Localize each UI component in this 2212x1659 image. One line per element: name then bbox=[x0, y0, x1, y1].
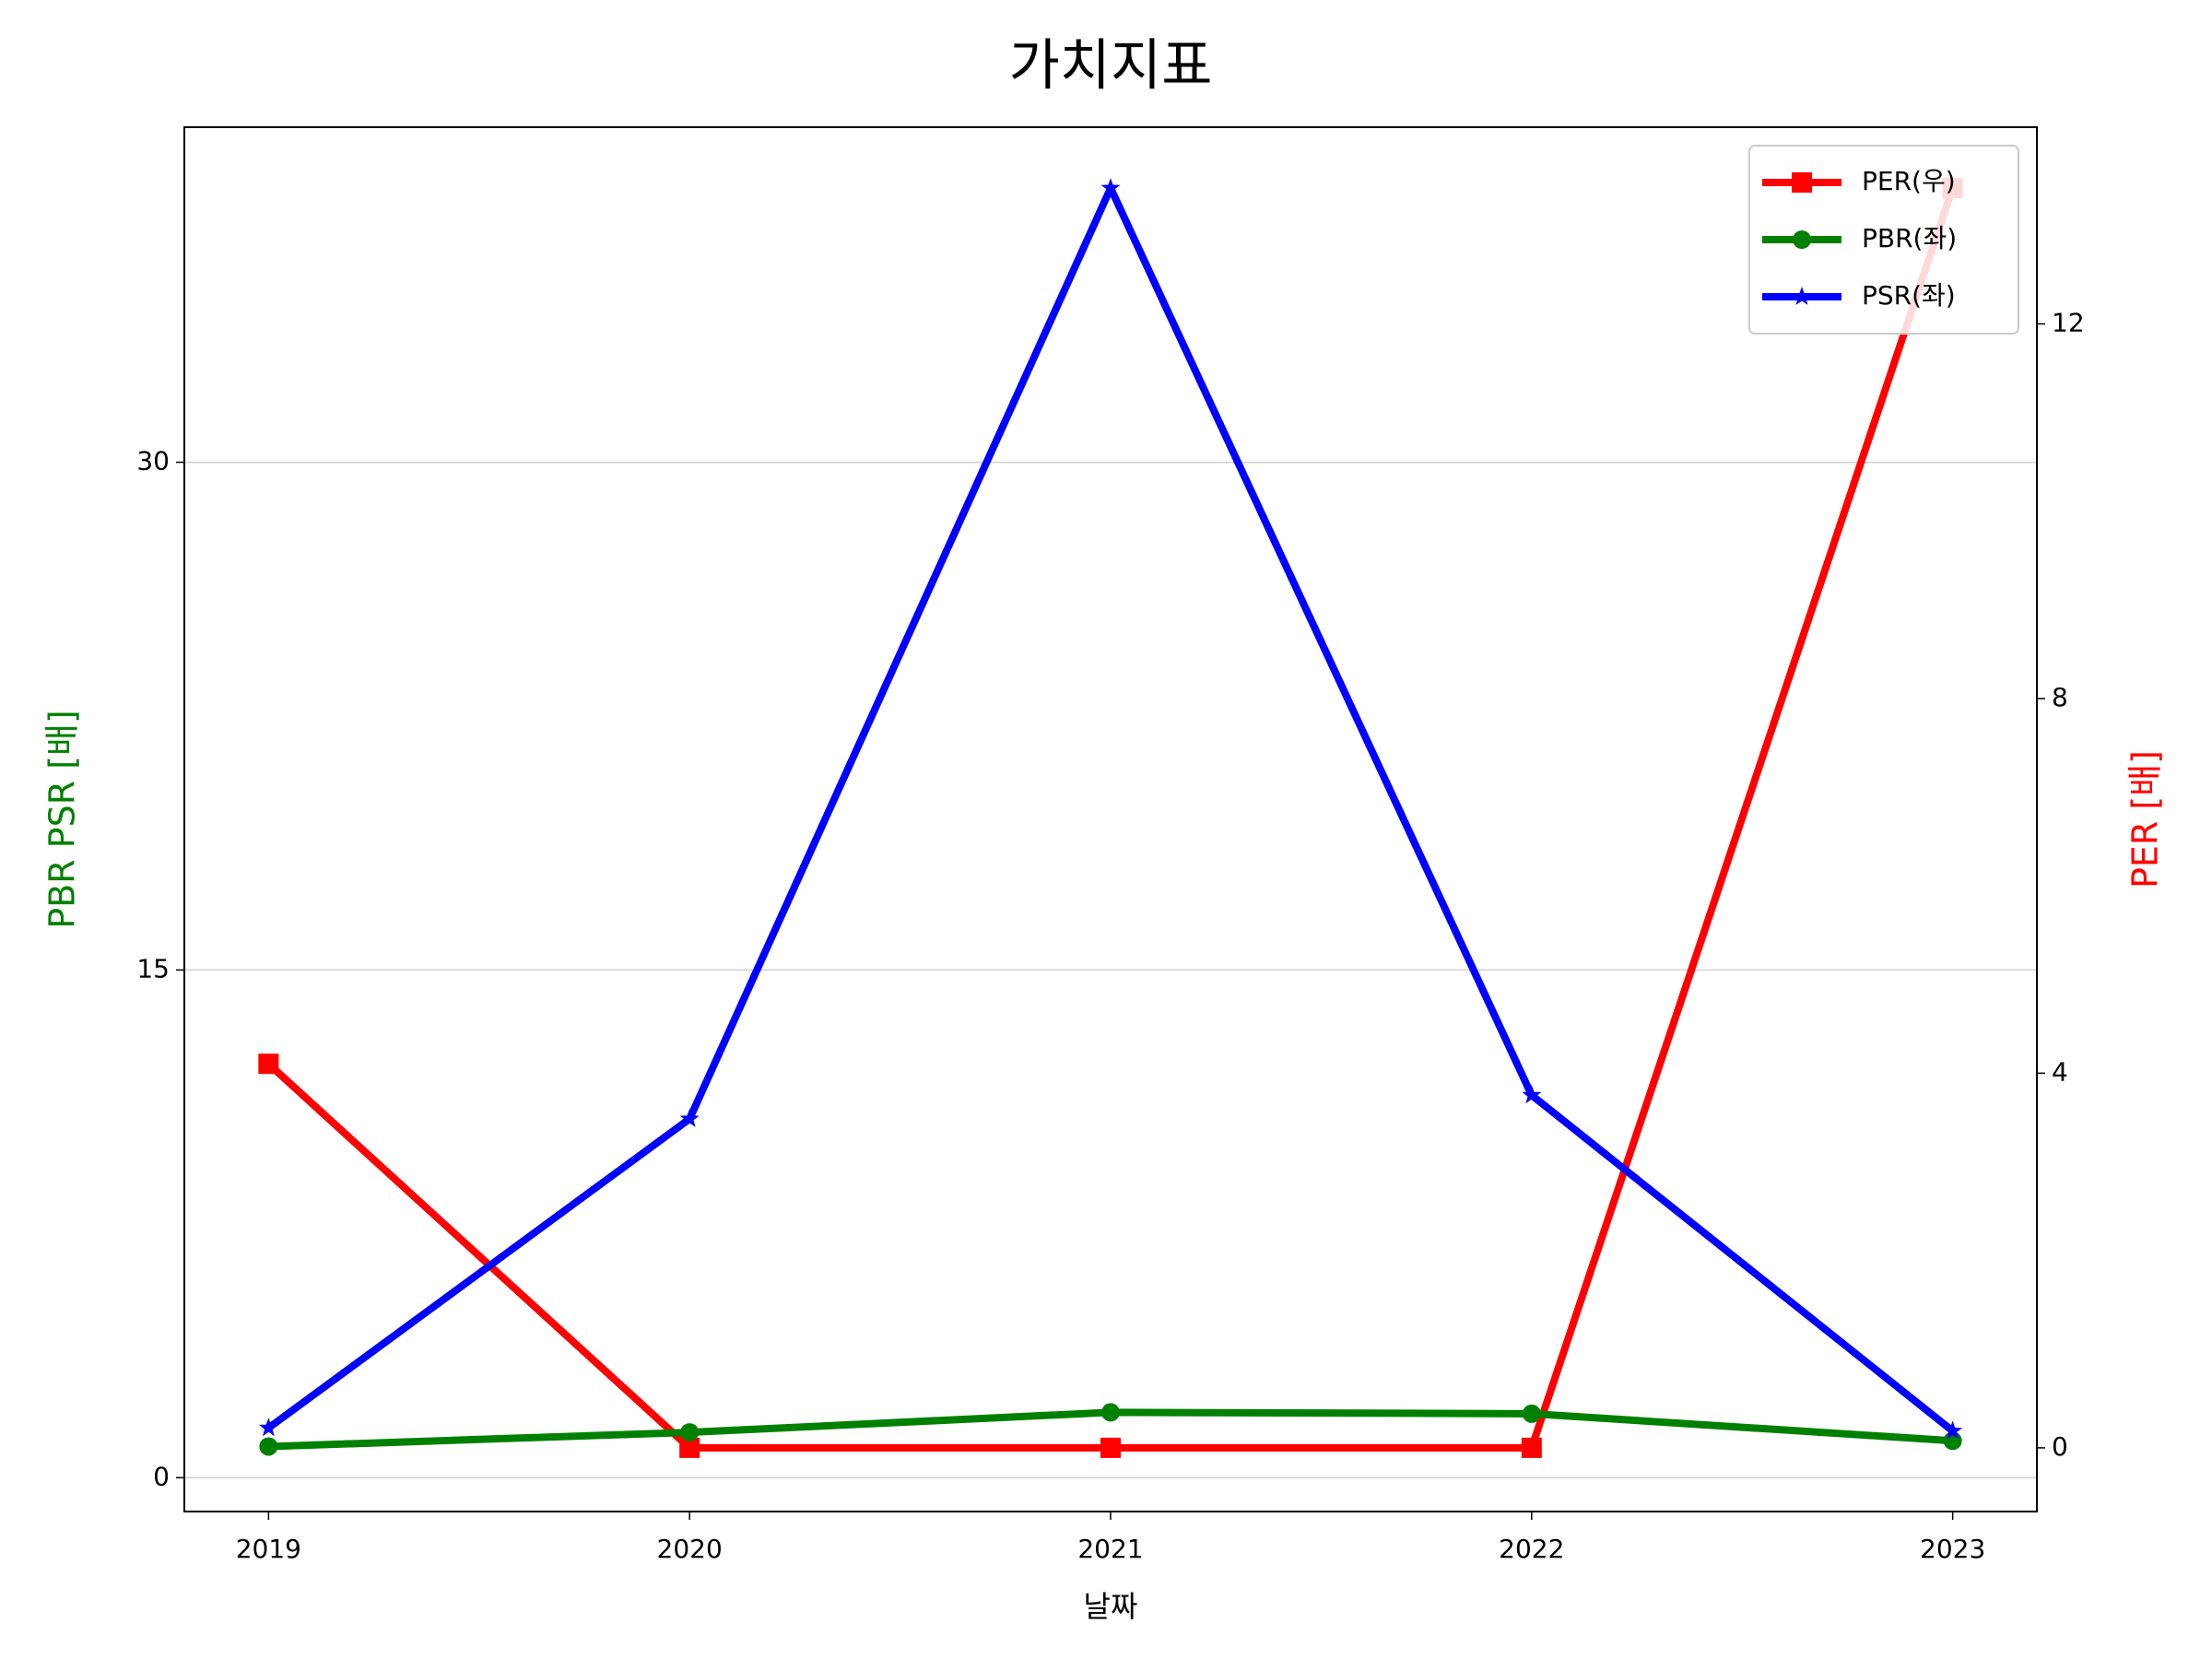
marker bbox=[1521, 1437, 1542, 1458]
marker bbox=[1792, 172, 1812, 193]
marker bbox=[1522, 1085, 1542, 1104]
y-tick-label: 0 bbox=[153, 1461, 170, 1491]
marker bbox=[680, 1423, 700, 1442]
series-line bbox=[265, 184, 1956, 1434]
x-tick-label: 2021 bbox=[1077, 1534, 1143, 1564]
marker bbox=[1793, 230, 1811, 249]
y2-axis-label: PER [배] bbox=[2125, 750, 2166, 888]
marker bbox=[1522, 1404, 1541, 1423]
y-axis-label: PBR PSR [배] bbox=[42, 710, 83, 929]
legend-box bbox=[1748, 145, 2019, 335]
legend-label: PBR(좌) bbox=[1862, 223, 1957, 253]
x-tick-label: 2022 bbox=[1499, 1534, 1564, 1564]
legend: PER(우) PBR(좌) PSR(좌) bbox=[1748, 145, 2019, 335]
y2-tick-label: 8 bbox=[2052, 682, 2068, 712]
marker bbox=[258, 1418, 278, 1437]
marker bbox=[1101, 1403, 1120, 1422]
legend-label: PSR(좌) bbox=[1862, 280, 1956, 311]
chart-title: 가치지표 bbox=[1009, 34, 1213, 99]
marker bbox=[1100, 178, 1121, 196]
y2-tick-label: 0 bbox=[2052, 1431, 2068, 1462]
y2-tick-label: 4 bbox=[2052, 1056, 2068, 1087]
y2-tick-label: 12 bbox=[2052, 307, 2085, 337]
x-tick-label: 2020 bbox=[657, 1534, 723, 1564]
marker bbox=[679, 1109, 700, 1127]
y-tick-label: 15 bbox=[136, 953, 170, 983]
x-tick-label: 2023 bbox=[1920, 1534, 1985, 1564]
marker bbox=[1943, 1420, 1963, 1440]
legend-label: PER(우) bbox=[1862, 166, 1956, 196]
plot-frame bbox=[183, 126, 2038, 1512]
marker bbox=[679, 1437, 700, 1458]
y-tick-label: 30 bbox=[136, 446, 170, 477]
marker bbox=[259, 1437, 278, 1456]
series-line bbox=[265, 186, 1957, 1452]
x-axis-label: 날짜 bbox=[1084, 1589, 1138, 1624]
marker bbox=[1100, 1437, 1121, 1458]
x-tick-label: 2019 bbox=[236, 1534, 301, 1564]
marker bbox=[1792, 287, 1812, 305]
marker bbox=[258, 1053, 279, 1075]
